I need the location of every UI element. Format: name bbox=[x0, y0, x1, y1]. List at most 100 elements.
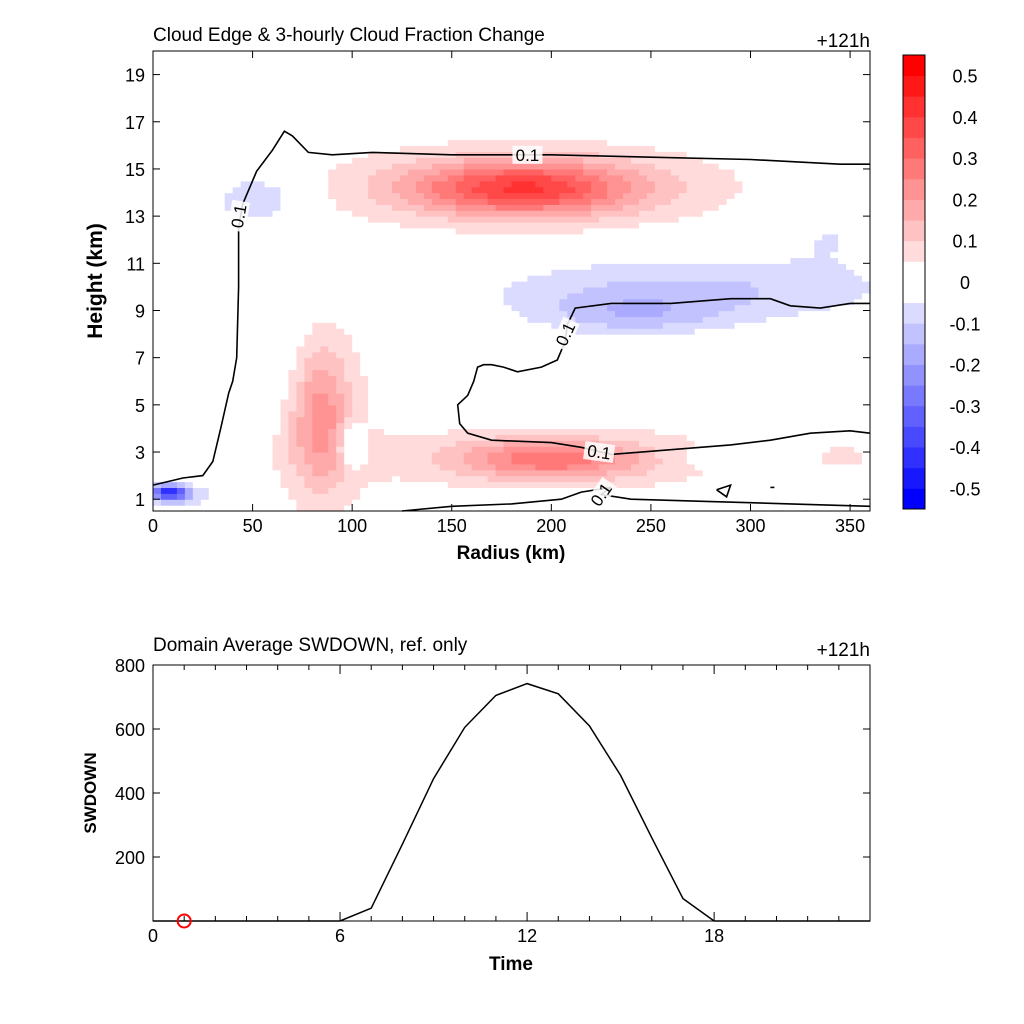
heatmap-cell bbox=[487, 198, 497, 205]
heatmap-cell bbox=[392, 269, 401, 276]
heatmap-cell bbox=[551, 398, 560, 406]
heatmap-cell bbox=[352, 334, 361, 341]
heatmap-cell bbox=[678, 369, 688, 376]
heatmap-cell bbox=[487, 475, 497, 483]
heatmap-cell bbox=[527, 257, 536, 264]
heatmap-cell bbox=[822, 345, 831, 353]
heatmap-cell bbox=[487, 387, 497, 394]
heatmap-cell bbox=[240, 487, 250, 494]
heatmap-cell bbox=[615, 281, 624, 288]
heatmap-cell bbox=[455, 186, 465, 194]
heatmap-cell bbox=[336, 505, 345, 512]
heatmap-cell bbox=[575, 499, 584, 506]
heatmap-cell bbox=[511, 227, 521, 235]
heatmap-cell bbox=[686, 404, 696, 412]
heatmap-cell bbox=[750, 457, 760, 465]
heatmap-cell bbox=[471, 180, 481, 188]
heatmap-cell bbox=[726, 286, 736, 294]
heatmap-cell bbox=[312, 452, 321, 459]
heatmap-cell bbox=[694, 410, 704, 418]
heatmap-cell bbox=[471, 457, 481, 465]
heatmap-cell bbox=[407, 469, 417, 477]
heatmap-cell bbox=[415, 345, 425, 353]
heatmap-cell bbox=[415, 251, 425, 259]
heatmap-cell bbox=[248, 298, 258, 306]
heatmap-cell bbox=[336, 180, 345, 188]
heatmap-cell bbox=[511, 487, 521, 494]
heatmap-cell bbox=[304, 269, 313, 276]
heatmap-cell bbox=[854, 463, 863, 471]
heatmap-cell bbox=[328, 481, 337, 489]
heatmap-cell bbox=[463, 263, 473, 270]
heatmap-cell bbox=[503, 227, 513, 235]
heatmap-cell bbox=[320, 316, 329, 323]
heatmap-cell bbox=[830, 304, 839, 312]
heatmap-cell bbox=[519, 505, 529, 512]
heatmap-cell bbox=[328, 257, 337, 264]
heatmap-cell bbox=[200, 275, 210, 282]
heatmap-cell bbox=[168, 487, 178, 494]
heatmap-cell bbox=[399, 393, 409, 400]
heatmap-cell bbox=[192, 286, 202, 294]
heatmap-cell bbox=[272, 398, 282, 406]
heatmap-cell bbox=[232, 257, 242, 264]
heatmap-cell bbox=[280, 393, 290, 400]
heatmap-cell bbox=[631, 499, 640, 506]
heatmap-cell bbox=[503, 452, 513, 459]
heatmap-cell bbox=[392, 387, 401, 394]
heatmap-cell bbox=[790, 334, 799, 341]
heatmap-cell bbox=[368, 469, 377, 477]
heatmap-cell bbox=[344, 404, 353, 412]
heatmap-cell bbox=[479, 239, 489, 247]
heatmap-cell bbox=[527, 469, 536, 477]
heatmap-cell bbox=[344, 210, 353, 217]
heatmap-cell bbox=[774, 375, 783, 382]
heatmap-cell bbox=[694, 216, 704, 223]
heatmap-cell bbox=[176, 298, 186, 306]
heatmap-cell bbox=[638, 410, 648, 418]
heatmap-cell bbox=[846, 233, 855, 241]
heatmap-cell bbox=[463, 210, 473, 217]
heatmap-cell bbox=[503, 251, 513, 259]
heatmap-cell bbox=[216, 463, 226, 471]
heatmap-cell bbox=[336, 227, 345, 235]
heatmap-cell bbox=[702, 446, 712, 453]
heatmap-cell bbox=[726, 410, 736, 418]
heatmap-cell bbox=[806, 239, 815, 247]
heatmap-cell bbox=[742, 269, 752, 276]
heatmap-cell bbox=[431, 369, 441, 376]
heatmap-cell bbox=[376, 404, 385, 412]
heatmap-cell bbox=[384, 233, 393, 241]
heatmap-cell bbox=[654, 487, 664, 494]
heatmap-cell bbox=[160, 328, 170, 335]
heatmap-cell bbox=[702, 216, 712, 223]
heatmap-cell bbox=[304, 227, 313, 235]
heatmap-cell bbox=[384, 452, 393, 459]
heatmap-cell bbox=[527, 269, 536, 276]
heatmap-cell bbox=[583, 292, 592, 300]
heatmap-cell bbox=[447, 469, 457, 477]
heatmap-cell bbox=[782, 292, 791, 300]
heatmap-cell bbox=[511, 475, 521, 483]
heatmap-cell bbox=[328, 457, 337, 465]
heatmap-cell bbox=[854, 434, 863, 441]
heatmap-cell bbox=[487, 227, 497, 235]
heatmap-cell bbox=[766, 452, 775, 459]
heatmap-cell bbox=[503, 204, 513, 211]
heatmap-cell bbox=[200, 339, 210, 347]
heatmap-cell bbox=[272, 328, 282, 335]
heatmap-cell bbox=[384, 210, 393, 217]
heatmap-cell bbox=[168, 186, 178, 194]
heatmap-cell bbox=[264, 463, 274, 471]
heatmap-cell bbox=[463, 298, 473, 306]
heatmap-cell bbox=[288, 257, 297, 264]
heatmap-cell bbox=[376, 428, 385, 435]
heatmap-cell bbox=[822, 334, 831, 341]
heatmap-cell bbox=[384, 351, 393, 359]
heatmap-cell bbox=[702, 251, 712, 259]
heatmap-cell bbox=[758, 404, 768, 412]
heatmap-cell bbox=[838, 316, 847, 323]
heatmap-cell bbox=[352, 505, 361, 512]
heatmap-cell bbox=[790, 227, 799, 235]
heatmap-cell bbox=[519, 334, 529, 341]
